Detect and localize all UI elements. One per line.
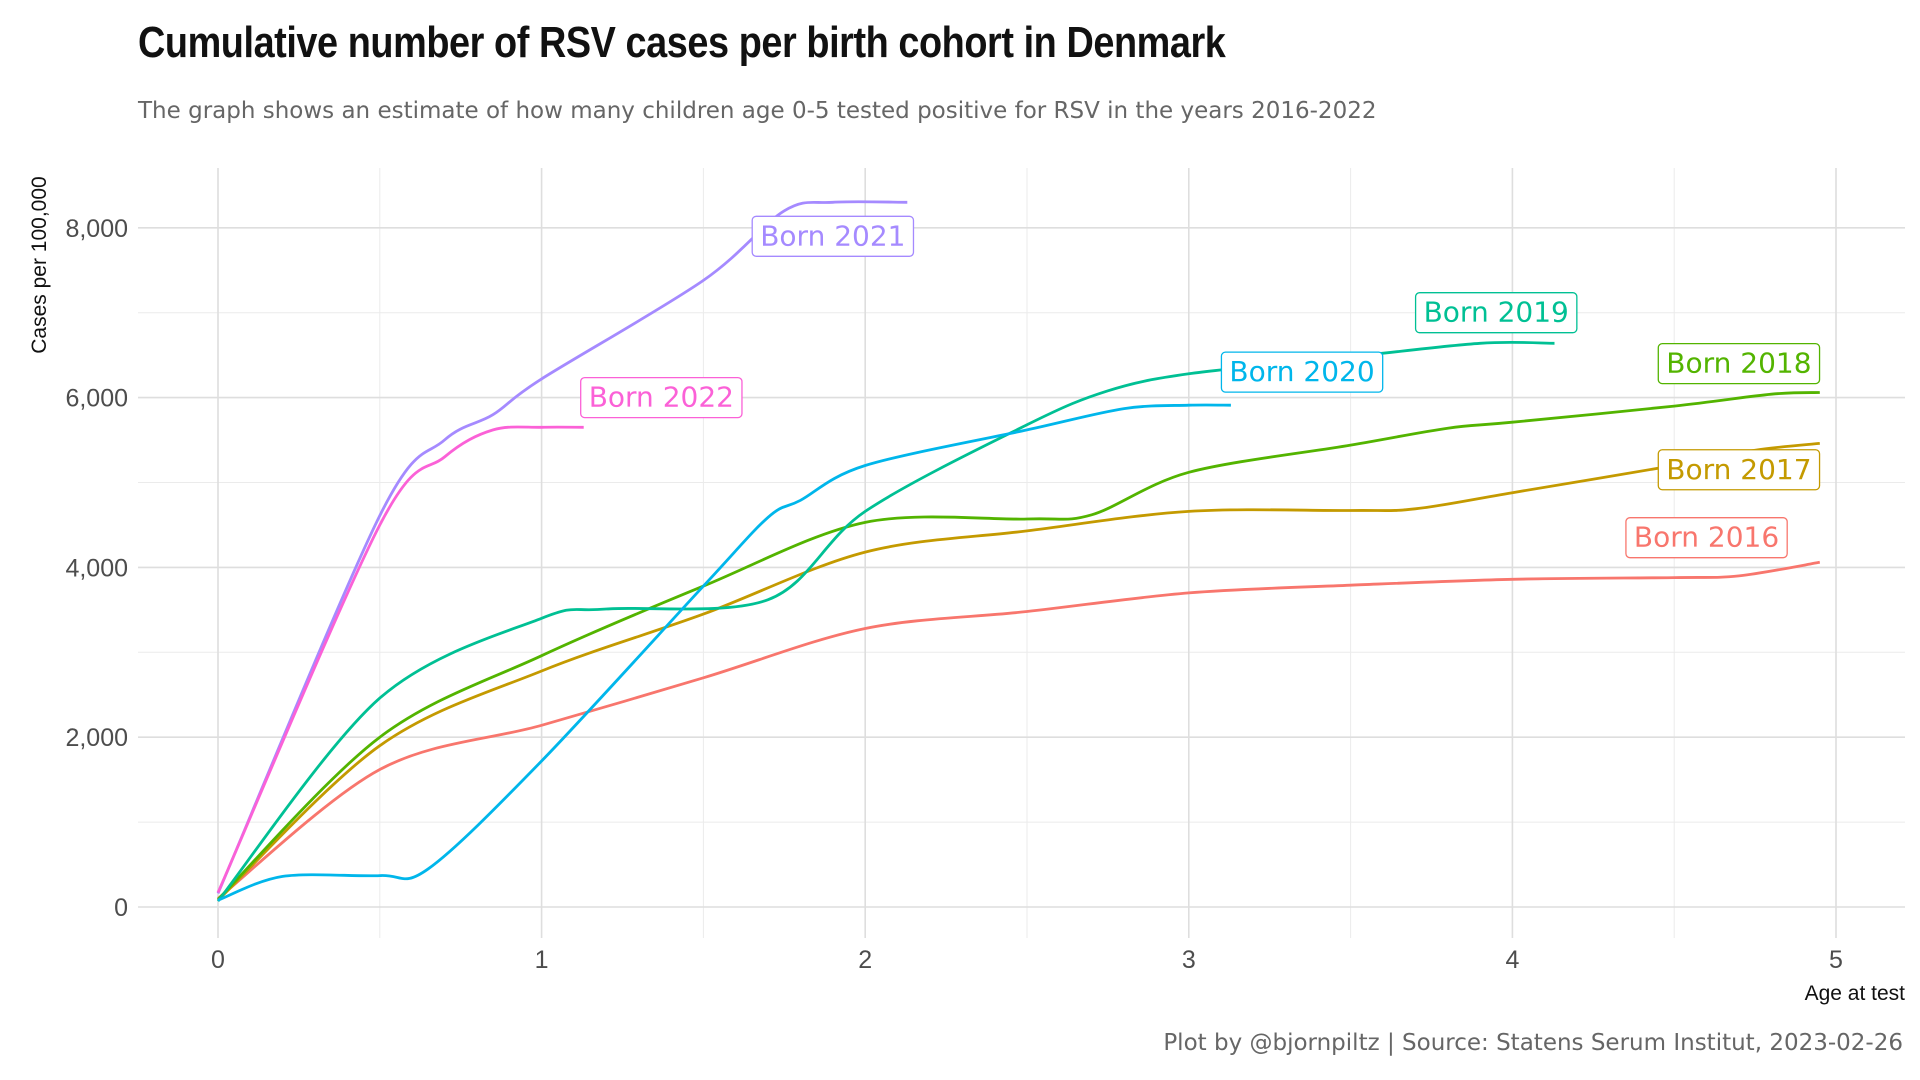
series-labels: Born 2016 Born 2017 Born 2018 Born 2019 Born… <box>580 215 1821 559</box>
y-tick-label: 8,000 <box>65 215 128 243</box>
series-label-box <box>580 376 743 419</box>
chart-caption: Plot by @bjornpiltz | Source: Statens Se… <box>1163 1030 1903 1056</box>
series-line-born-2021 <box>216 200 908 894</box>
series-label-text: Born 2017 <box>1666 453 1811 486</box>
series-label-text: Born 2019 <box>1424 296 1569 329</box>
chart-title: Cumulative number of RSV cases per birth… <box>138 18 1226 67</box>
y-tick-label: 4,000 <box>65 554 128 582</box>
chart-subtitle: The graph shows an estimate of how many … <box>138 98 1377 124</box>
series-label-text: Born 2016 <box>1634 521 1779 554</box>
series-label-born-2017: Born 2017 <box>1657 449 1821 491</box>
series-line-born-2016 <box>217 560 1821 900</box>
series-label-text: Born 2022 <box>589 381 734 414</box>
x-tick-label: 1 <box>535 946 549 974</box>
series-label-box <box>1625 517 1788 559</box>
y-axis-label: Cases per 100,000 <box>28 176 51 353</box>
series-label-born-2021: Born 2021 <box>751 215 915 257</box>
series-label-text: Born 2021 <box>760 219 905 252</box>
series-label-box <box>751 215 915 257</box>
series-label-box <box>1220 351 1384 393</box>
x-axis-label: Age at test <box>1805 982 1906 1005</box>
y-tick-label: 6,000 <box>65 385 128 413</box>
series-label-box <box>1414 292 1578 334</box>
series-lines <box>216 200 1821 902</box>
series-line-born-2022 <box>216 425 584 894</box>
series-label-born-2022: Born 2022 <box>580 376 743 419</box>
x-tick-label: 0 <box>211 946 225 974</box>
series-label-box <box>1657 342 1821 385</box>
series-label-box <box>1657 449 1821 491</box>
x-tick-label: 4 <box>1505 946 1519 974</box>
series-line-born-2019 <box>216 340 1555 902</box>
y-tick-label: 0 <box>114 894 128 922</box>
series-label-born-2019: Born 2019 <box>1414 292 1578 334</box>
series-label-born-2020: Born 2020 <box>1220 351 1384 393</box>
series-line-born-2017 <box>217 442 1820 902</box>
series-label-born-2018: Born 2018 <box>1657 342 1821 385</box>
y-tick-label: 2,000 <box>65 724 128 752</box>
axes: 0 1 2 3 4 5 0 2,000 4,000 6,000 8,000 <box>65 215 1843 974</box>
series-line-born-2018 <box>217 391 1820 901</box>
x-tick-label: 2 <box>858 946 872 974</box>
series-line-born-2020 <box>217 403 1231 902</box>
x-tick-label: 5 <box>1829 946 1843 974</box>
series-label-text: Born 2020 <box>1229 355 1374 388</box>
series-label-born-2016: Born 2016 <box>1625 517 1788 559</box>
x-tick-label: 3 <box>1182 946 1196 974</box>
series-label-text: Born 2018 <box>1666 347 1811 380</box>
